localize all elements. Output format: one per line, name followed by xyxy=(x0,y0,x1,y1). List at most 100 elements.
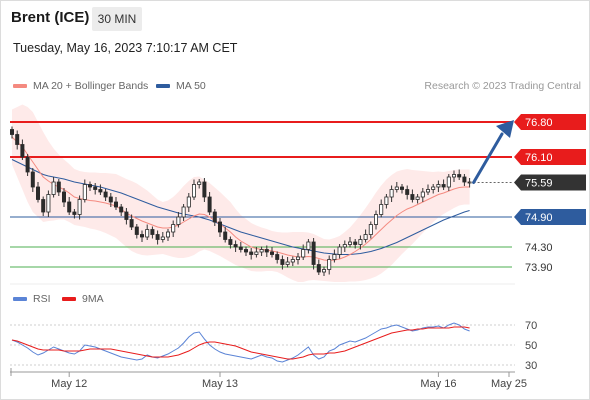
candle-body xyxy=(207,196,212,213)
forecast-arrow-shaft xyxy=(472,132,504,184)
candle-body xyxy=(233,244,238,248)
candle-body xyxy=(171,224,176,233)
legend-rsi-ma: 9MA xyxy=(62,293,104,305)
candle-body xyxy=(62,191,67,203)
candle-body xyxy=(228,239,233,245)
candle-body xyxy=(88,184,93,188)
candle-body xyxy=(46,194,51,213)
x-axis-label: May 25 xyxy=(491,378,527,390)
candle-body xyxy=(217,221,222,233)
candle-body xyxy=(67,201,72,213)
candle-body xyxy=(441,184,446,188)
credit-text: Research © 2023 Trading Central xyxy=(424,80,581,92)
candle-body xyxy=(295,256,300,260)
level-tag-label: 74.90 xyxy=(525,212,553,224)
level-tag-label: 73.90 xyxy=(525,262,553,274)
candle-body xyxy=(36,186,41,200)
candle-body xyxy=(150,229,155,235)
candle-body xyxy=(457,174,462,178)
candle-body xyxy=(436,184,441,188)
candle-body xyxy=(249,251,254,255)
candle-body xyxy=(332,254,337,260)
candle-body xyxy=(337,246,342,255)
legend-ma50-label: MA 50 xyxy=(176,80,206,92)
legend-rsi: RSI xyxy=(13,293,51,305)
candle-body xyxy=(446,176,451,188)
legend-ma20: MA 20 + Bollinger Bands xyxy=(13,80,148,92)
candle-body xyxy=(82,184,87,200)
legend-ma20-label: MA 20 + Bollinger Bands xyxy=(33,80,149,92)
candle-body xyxy=(160,236,165,240)
ma50-swatch-icon xyxy=(156,84,170,88)
level-tag-resistance xyxy=(514,114,586,130)
candle-body xyxy=(155,234,160,240)
rsi-swatch-icon xyxy=(13,297,27,301)
candle-body xyxy=(306,241,311,250)
ma20-line xyxy=(11,136,470,262)
candle-body xyxy=(316,264,321,273)
candle-body xyxy=(238,246,243,250)
level-tag-pivot xyxy=(514,209,586,225)
level-tag-last xyxy=(514,174,586,191)
candle-body xyxy=(129,219,134,228)
x-axis-label: May 16 xyxy=(420,378,456,390)
candle-body xyxy=(259,249,264,253)
x-axis-label: May 12 xyxy=(51,378,87,390)
candle-body xyxy=(327,259,332,270)
candle-body xyxy=(405,189,410,195)
candle-body xyxy=(420,191,425,198)
forecast-arrow-head-icon xyxy=(496,120,514,138)
level-tag-label: 76.10 xyxy=(525,152,553,164)
bollinger-band-area xyxy=(12,104,470,282)
candle-body xyxy=(51,181,56,195)
candle-body xyxy=(368,224,373,235)
candle-body xyxy=(410,194,415,200)
level-tag-label: 74.30 xyxy=(525,242,553,254)
candle-body xyxy=(114,201,119,208)
rsi-tick-label: 70 xyxy=(525,320,537,332)
candle-body xyxy=(30,171,35,188)
timeframe-badge[interactable]: 30 MIN xyxy=(92,7,142,31)
level-tag-label: 75.59 xyxy=(525,178,553,190)
candle-body xyxy=(254,251,259,255)
candle-body xyxy=(145,229,150,238)
level-tag-label: 76.80 xyxy=(525,117,553,129)
candle-body xyxy=(191,184,196,198)
candle-body xyxy=(202,181,207,198)
candle-body xyxy=(56,181,61,193)
candle-body xyxy=(321,269,326,273)
candle-body xyxy=(41,199,46,213)
x-axis-label: May 13 xyxy=(202,378,238,390)
candle-body xyxy=(124,211,129,220)
candle-body xyxy=(77,199,82,215)
candle-body xyxy=(243,249,248,253)
candle-body xyxy=(280,259,285,265)
candle-body xyxy=(197,181,202,185)
candle-body xyxy=(93,186,98,190)
candle-body xyxy=(264,249,269,253)
candle-body xyxy=(462,176,467,183)
candle-body xyxy=(425,189,430,193)
candle-body xyxy=(373,214,378,225)
candle-body xyxy=(363,234,368,240)
rsi-line xyxy=(11,322,470,363)
candle-body xyxy=(399,186,404,190)
candle-body xyxy=(415,196,420,200)
candle-body xyxy=(134,226,139,235)
candle-body xyxy=(119,206,124,213)
candle-body xyxy=(186,196,191,208)
candle-body xyxy=(223,231,228,240)
candle-body xyxy=(394,186,399,190)
candle-body xyxy=(358,239,363,245)
candle-body xyxy=(353,241,358,245)
candle-body xyxy=(285,261,290,265)
ma20-swatch-icon xyxy=(13,84,27,88)
rsi-ma-line xyxy=(11,326,470,360)
candle-body xyxy=(25,156,30,173)
legend-rsi-label: RSI xyxy=(33,293,51,305)
candle-body xyxy=(181,206,186,218)
candle-body xyxy=(384,196,389,205)
candle-body xyxy=(301,249,306,258)
candle-body xyxy=(176,216,181,225)
